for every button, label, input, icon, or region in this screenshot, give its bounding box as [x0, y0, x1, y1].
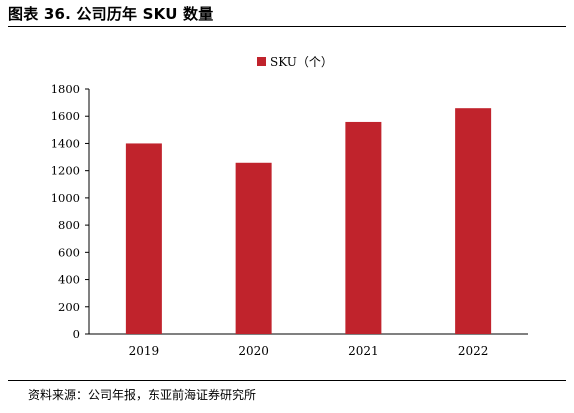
y-tick-label: 1600 — [51, 109, 80, 123]
bar — [125, 143, 162, 334]
source-note: 资料来源：公司年报，东亚前海证券研究所 — [28, 388, 257, 402]
y-tick-label: 600 — [58, 245, 80, 259]
x-tick-label: 2019 — [129, 344, 160, 358]
y-tick-label: 400 — [58, 273, 80, 287]
y-tick-label: 800 — [58, 218, 80, 232]
x-tick-label: 2021 — [348, 344, 379, 358]
bar-chart: SKU（个） 0 200 400 600 800 1000 1200 1400 1600 1800 2… — [51, 55, 528, 358]
y-tick-label: 1000 — [51, 191, 80, 205]
y-tick-label: 1800 — [51, 82, 80, 96]
y-tick-label: 1400 — [51, 136, 80, 150]
figure-title: 图表 36. 公司历年 SKU 数量 — [8, 5, 214, 23]
y-tick-label: 200 — [58, 300, 80, 314]
x-tick-label: 2022 — [458, 344, 489, 358]
bar — [455, 108, 492, 334]
y-tick-label: 0 — [73, 327, 80, 341]
source-divider — [8, 380, 566, 381]
y-tick-label: 1200 — [51, 164, 80, 178]
legend-label: SKU（个） — [270, 55, 333, 69]
bar — [345, 121, 382, 334]
bar — [235, 162, 272, 334]
title-divider — [8, 26, 566, 27]
x-tick-label: 2020 — [238, 344, 269, 358]
legend-swatch — [257, 57, 266, 66]
